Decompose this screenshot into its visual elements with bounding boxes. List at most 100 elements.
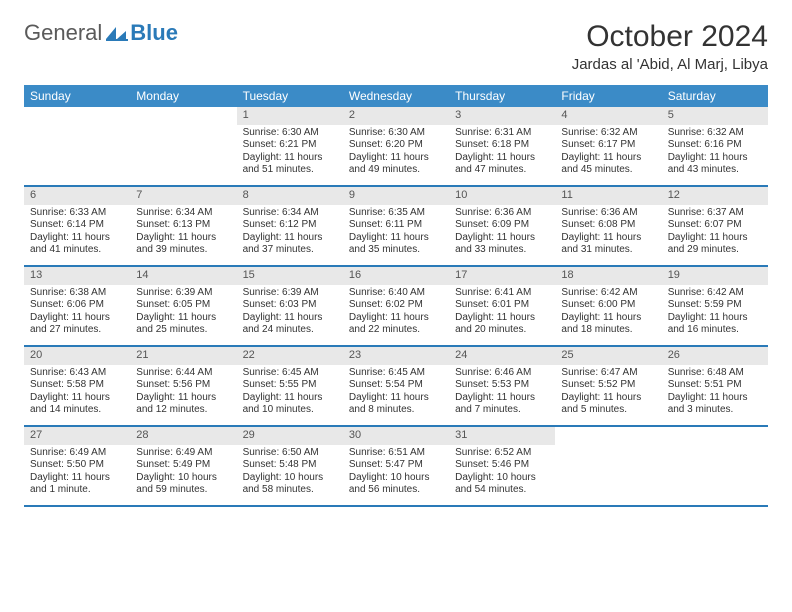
day-sr: Sunrise: 6:30 AM (243, 127, 337, 140)
day-cell: 3Sunrise: 6:31 AMSunset: 6:18 PMDaylight… (449, 107, 555, 185)
weekday-header: Wednesday (343, 85, 449, 107)
day-sr: Sunrise: 6:39 AM (243, 287, 337, 300)
day-sr: Sunrise: 6:45 AM (243, 367, 337, 380)
day-dl1: Daylight: 10 hours (243, 472, 337, 485)
day-cell: 2Sunrise: 6:30 AMSunset: 6:20 PMDaylight… (343, 107, 449, 185)
day-ss: Sunset: 6:12 PM (243, 219, 337, 232)
day-dl2: and 10 minutes. (243, 404, 337, 417)
day-sr: Sunrise: 6:43 AM (30, 367, 124, 380)
day-number: 10 (449, 187, 555, 205)
day-cell: 5 Sunrise: 6:32 AMSunset: 6:16 PMDaylight… (662, 107, 768, 185)
day-sr: Sunrise: 6:51 AM (349, 447, 443, 460)
day-ss: Sunset: 5:49 PM (136, 459, 230, 472)
day-body: Sunrise: 6:46 AMSunset: 5:53 PMDaylight:… (449, 367, 555, 417)
day-ss: Sunset: 6:08 PM (561, 219, 655, 232)
day-dl1: Daylight: 11 hours (349, 232, 443, 245)
day-ss: Sunset: 5:56 PM (136, 379, 230, 392)
day-ss: Sunset: 6:17 PM (561, 139, 655, 152)
day-dl2: and 43 minutes. (668, 164, 762, 177)
day-number: 12 (662, 187, 768, 205)
day-number: 1 (237, 107, 343, 125)
day-dl2: and 54 minutes. (455, 484, 549, 497)
day-cell: 12Sunrise: 6:37 AMSunset: 6:07 PMDayligh… (662, 187, 768, 265)
day-dl2: and 20 minutes. (455, 324, 549, 337)
day-body: Sunrise: 6:32 AMSunset: 6:16 PMDaylight:… (662, 127, 768, 177)
day-body: Sunrise: 6:41 AMSunset: 6:01 PMDaylight:… (449, 287, 555, 337)
day-sr: Sunrise: 6:34 AM (243, 207, 337, 220)
day-number: 25 (555, 347, 661, 365)
day-body: Sunrise: 6:36 AMSunset: 6:08 PMDaylight:… (555, 207, 661, 257)
day-cell: 23Sunrise: 6:45 AMSunset: 5:54 PMDayligh… (343, 347, 449, 425)
day-cell: 20Sunrise: 6:43 AMSunset: 5:58 PMDayligh… (24, 347, 130, 425)
day-body: Sunrise: 6:30 AMSunset: 6:21 PMDaylight:… (237, 127, 343, 177)
month-title: October 2024 (572, 20, 768, 54)
day-dl1: Daylight: 11 hours (561, 232, 655, 245)
day-dl1: Daylight: 11 hours (349, 312, 443, 325)
day-dl1: Daylight: 11 hours (668, 312, 762, 325)
day-number: 31 (449, 427, 555, 445)
day-ss: Sunset: 5:46 PM (455, 459, 549, 472)
day-body: Sunrise: 6:38 AMSunset: 6:06 PMDaylight:… (24, 287, 130, 337)
day-body: Sunrise: 6:33 AMSunset: 6:14 PMDaylight:… (24, 207, 130, 257)
day-ss: Sunset: 5:52 PM (561, 379, 655, 392)
day-body: Sunrise: 6:49 AMSunset: 5:50 PMDaylight:… (24, 447, 130, 497)
day-sr: Sunrise: 6:39 AM (136, 287, 230, 300)
day-dl1: Daylight: 10 hours (455, 472, 549, 485)
weekday-header: Saturday (662, 85, 768, 107)
day-dl1: Daylight: 11 hours (668, 152, 762, 165)
day-dl1: Daylight: 11 hours (668, 392, 762, 405)
weekday-header: Friday (555, 85, 661, 107)
day-number: 5 (662, 107, 768, 125)
calendar: Sunday Monday Tuesday Wednesday Thursday… (24, 85, 768, 507)
week-row: 27Sunrise: 6:49 AMSunset: 5:50 PMDayligh… (24, 427, 768, 507)
day-ss: Sunset: 6:07 PM (668, 219, 762, 232)
day-cell: 10Sunrise: 6:36 AMSunset: 6:09 PMDayligh… (449, 187, 555, 265)
day-dl1: Daylight: 11 hours (30, 232, 124, 245)
day-dl1: Daylight: 11 hours (243, 392, 337, 405)
day-cell: 24 Sunrise: 6:46 AMSunset: 5:53 PMDayligh… (449, 347, 555, 425)
day-dl2: and 22 minutes. (349, 324, 443, 337)
day-dl2: and 31 minutes. (561, 244, 655, 257)
weekday-header: Tuesday (237, 85, 343, 107)
day-sr: Sunrise: 6:41 AM (455, 287, 549, 300)
day-sr: Sunrise: 6:42 AM (668, 287, 762, 300)
day-body: Sunrise: 6:47 AMSunset: 5:52 PMDaylight:… (555, 367, 661, 417)
weekday-header-row: Sunday Monday Tuesday Wednesday Thursday… (24, 85, 768, 107)
day-number: 4 (555, 107, 661, 125)
day-dl2: and 3 minutes. (668, 404, 762, 417)
day-sr: Sunrise: 6:46 AM (455, 367, 549, 380)
day-body: Sunrise: 6:42 AMSunset: 6:00 PMDaylight:… (555, 287, 661, 337)
day-number: 13 (24, 267, 130, 285)
day-dl1: Daylight: 11 hours (136, 312, 230, 325)
day-cell: 21Sunrise: 6:44 AMSunset: 5:56 PMDayligh… (130, 347, 236, 425)
day-ss: Sunset: 6:16 PM (668, 139, 762, 152)
day-dl1: Daylight: 11 hours (455, 312, 549, 325)
day-number: 7 (130, 187, 236, 205)
day-ss: Sunset: 6:18 PM (455, 139, 549, 152)
day-dl2: and 14 minutes. (30, 404, 124, 417)
day-ss: Sunset: 5:50 PM (30, 459, 124, 472)
day-ss: Sunset: 6:21 PM (243, 139, 337, 152)
day-cell (130, 107, 236, 185)
day-body: Sunrise: 6:31 AMSunset: 6:18 PMDaylight:… (449, 127, 555, 177)
day-sr: Sunrise: 6:52 AM (455, 447, 549, 460)
logo-sail-icon (106, 25, 128, 41)
day-ss: Sunset: 6:02 PM (349, 299, 443, 312)
day-cell: 28Sunrise: 6:49 AMSunset: 5:49 PMDayligh… (130, 427, 236, 505)
day-dl1: Daylight: 11 hours (455, 232, 549, 245)
day-dl2: and 8 minutes. (349, 404, 443, 417)
day-sr: Sunrise: 6:47 AM (561, 367, 655, 380)
day-dl1: Daylight: 11 hours (30, 312, 124, 325)
day-cell: 15Sunrise: 6:39 AMSunset: 6:03 PMDayligh… (237, 267, 343, 345)
day-number: 19 (662, 267, 768, 285)
week-row: 13 Sunrise: 6:38 AMSunset: 6:06 PMDayligh… (24, 267, 768, 347)
day-ss: Sunset: 5:47 PM (349, 459, 443, 472)
day-dl1: Daylight: 11 hours (30, 392, 124, 405)
day-dl2: and 45 minutes. (561, 164, 655, 177)
day-dl1: Daylight: 11 hours (561, 152, 655, 165)
day-number: 24 (449, 347, 555, 365)
day-number: 29 (237, 427, 343, 445)
day-sr: Sunrise: 6:30 AM (349, 127, 443, 140)
day-dl2: and 51 minutes. (243, 164, 337, 177)
day-sr: Sunrise: 6:33 AM (30, 207, 124, 220)
